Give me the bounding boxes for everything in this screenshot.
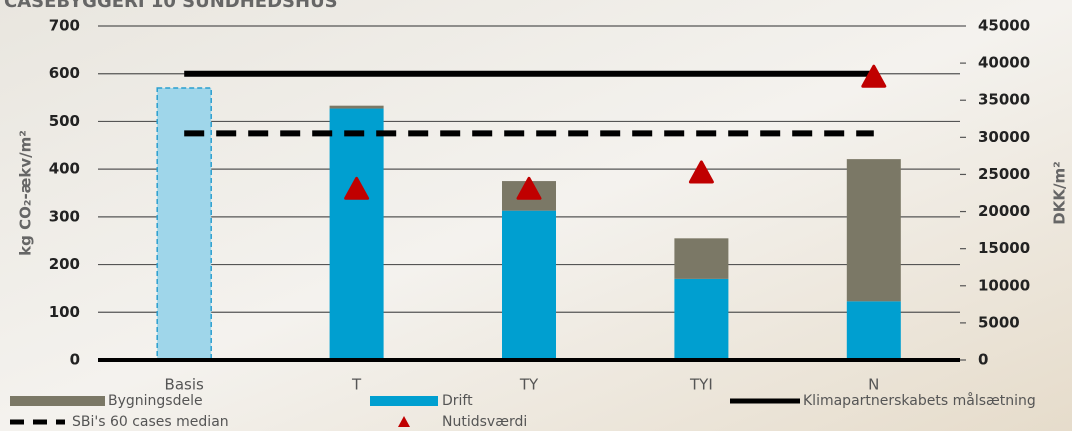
y2-tick-label: 5000 (978, 313, 1020, 331)
y2-tick-label: 25000 (978, 165, 1030, 183)
bar (502, 210, 556, 360)
bar (156, 87, 212, 361)
y2-tick-label: 10000 (978, 276, 1030, 294)
chart-title: CASEBYGGERI 10 SUNDHEDSHUS (4, 0, 338, 12)
y-tick-label: 0 (70, 351, 80, 369)
legend-swatch (10, 396, 105, 406)
marker (688, 160, 714, 184)
y-tick-label: 200 (49, 255, 80, 273)
y-tick-label: 700 (49, 17, 80, 35)
x-tick-label: TY (519, 376, 539, 394)
y2-tick-label: 40000 (978, 54, 1030, 72)
legend-swatch (370, 396, 438, 406)
y2-tick-label: 0 (978, 351, 988, 369)
x-tick-label: TYI (689, 376, 713, 394)
x-tick-label: Basis (165, 376, 204, 394)
marker (344, 176, 370, 200)
y-tick-label: 600 (49, 64, 80, 82)
legend-label: SBi's 60 cases median (72, 414, 229, 430)
y-tick-label: 500 (49, 112, 80, 130)
y-tick-label: 100 (49, 303, 80, 321)
x-tick-label: N (868, 376, 879, 394)
bar (846, 159, 901, 302)
legend-label: Drift (442, 393, 473, 409)
bar (674, 278, 729, 360)
marker (861, 64, 887, 88)
y2-tick-label: 35000 (978, 91, 1030, 109)
legend-label: Nutidsværdi (442, 414, 527, 430)
y2-tick-label: 15000 (978, 239, 1030, 257)
legend-label: Bygningsdele (108, 393, 203, 409)
y-tick-label: 300 (49, 207, 80, 225)
x-tick-label: T (351, 376, 362, 394)
bar (329, 105, 384, 109)
y2-tick-label: 45000 (978, 17, 1030, 35)
legend-label: Klimapartnerskabets målsætning (803, 392, 1036, 409)
legend-swatch (398, 416, 410, 427)
marker (516, 176, 542, 200)
y2-axis-label: DKK/m² (1051, 161, 1069, 224)
y2-tick-label: 20000 (978, 202, 1030, 220)
y-axis-label: kg CO₂-ækv/m² (17, 130, 35, 256)
bar (846, 301, 901, 360)
y2-tick-label: 30000 (978, 128, 1030, 146)
bar (329, 108, 384, 360)
y-tick-label: 400 (49, 160, 80, 178)
bar (674, 238, 729, 279)
